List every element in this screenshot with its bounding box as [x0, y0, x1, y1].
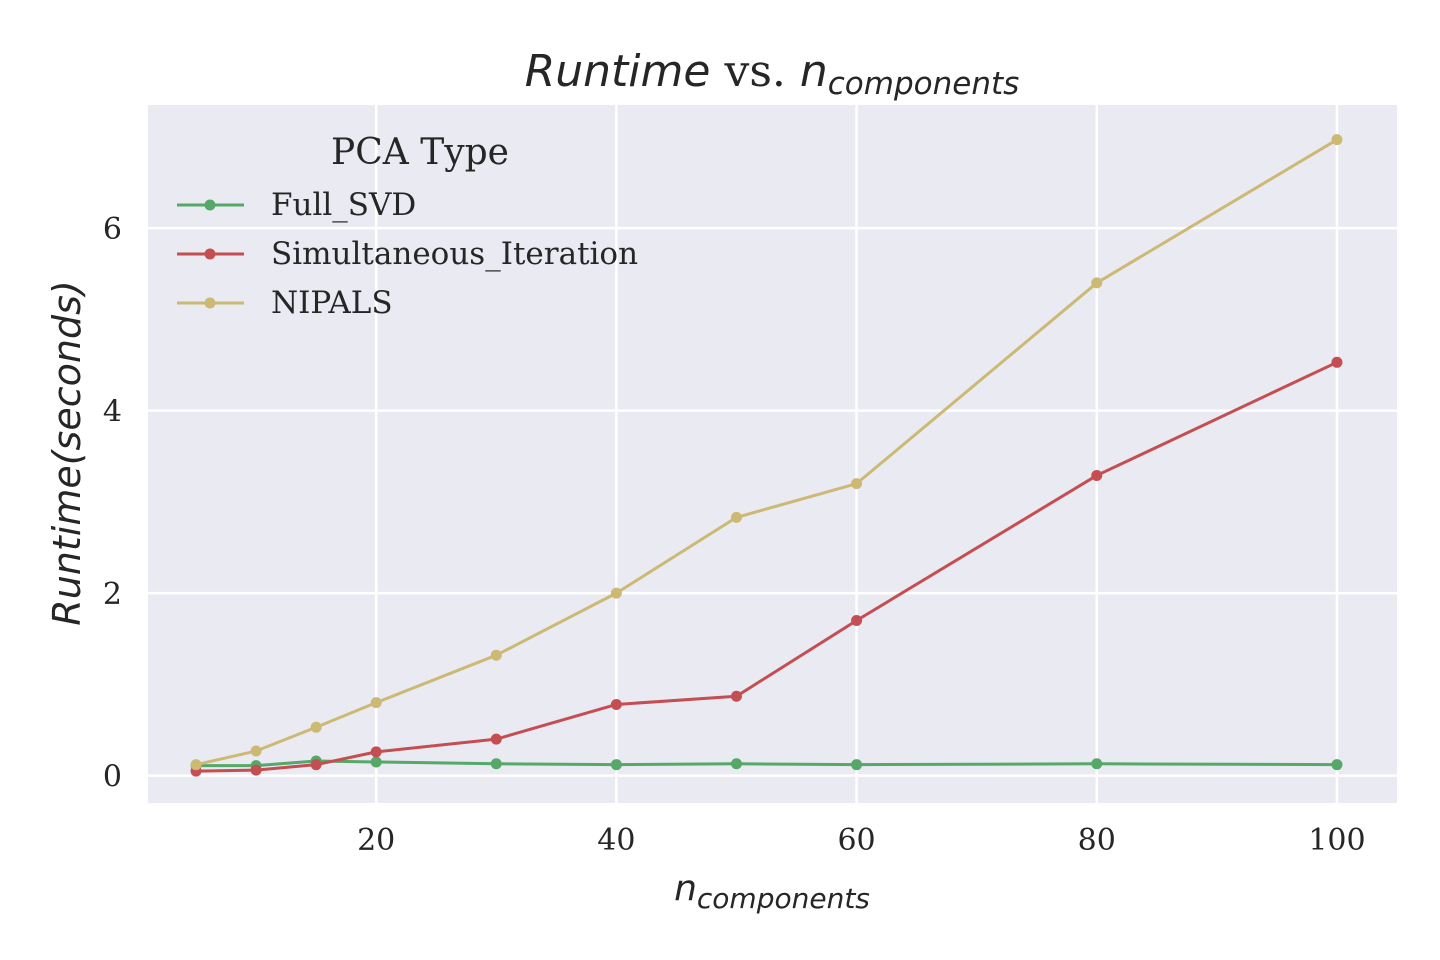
data-point — [250, 745, 262, 757]
y-tick-label: 6 — [103, 212, 122, 247]
legend-label: Full_SVD — [271, 187, 416, 223]
data-point — [851, 478, 863, 490]
data-point — [490, 649, 502, 661]
x-axis-label: ncomponents — [674, 868, 870, 915]
legend-item: NIPALS — [177, 285, 393, 321]
data-point — [1331, 134, 1343, 146]
data-point — [730, 511, 742, 523]
x-tick-label: 100 — [1308, 823, 1365, 858]
data-point — [730, 758, 742, 770]
data-point — [1091, 277, 1103, 289]
data-point — [490, 733, 502, 745]
legend-point-marker — [204, 248, 216, 260]
data-point — [610, 759, 622, 771]
data-point — [1331, 759, 1343, 771]
legend-item: Full_SVD — [177, 187, 416, 223]
series-line — [195, 138, 1338, 767]
data-point — [370, 697, 382, 709]
y-axis-label: Runtime(seconds) — [45, 280, 89, 625]
series-layer — [190, 134, 1343, 777]
data-point — [310, 721, 322, 733]
data-point — [370, 746, 382, 758]
legend-point-marker — [204, 199, 216, 211]
legend-label: NIPALS — [271, 285, 393, 321]
x-tick-label: 60 — [837, 823, 875, 858]
data-point — [1091, 758, 1103, 770]
x-tick-label: 20 — [357, 823, 395, 858]
series-nipals — [190, 134, 1343, 771]
chart-title: Runtime vs. ncomponents — [525, 46, 1020, 102]
y-tick-label: 4 — [103, 395, 122, 430]
data-point — [310, 759, 322, 771]
data-point — [370, 756, 382, 768]
legend-items: Full_SVD Simultaneous_Iteration NIPALS — [177, 187, 638, 321]
y-tick-labels: 0 2 4 6 — [103, 212, 122, 794]
data-point — [250, 764, 262, 776]
series-simultaneous-iteration — [190, 356, 1343, 777]
x-tick-labels: 20 40 60 80 100 — [357, 823, 1365, 858]
data-point — [190, 759, 202, 771]
series-line — [196, 360, 1338, 773]
data-point — [490, 758, 502, 770]
legend-title: PCA Type — [331, 132, 509, 173]
x-tick-label: 80 — [1078, 823, 1116, 858]
y-tick-label: 2 — [103, 577, 122, 612]
data-point — [610, 587, 622, 599]
data-point — [730, 690, 742, 702]
legend-point-marker — [204, 297, 216, 309]
data-point — [610, 698, 622, 710]
legend-item: Simultaneous_Iteration — [177, 236, 638, 272]
plot-area — [148, 105, 1397, 803]
series-line — [196, 759, 1337, 768]
data-point — [851, 759, 863, 771]
data-point — [1091, 469, 1103, 481]
y-tick-label: 0 — [103, 760, 122, 795]
legend-label: Simultaneous_Iteration — [271, 236, 638, 272]
data-point — [851, 615, 863, 627]
x-tick-label: 40 — [597, 823, 635, 858]
legend: PCA Type Full_SVD Simultaneous_Iteration N… — [177, 132, 638, 321]
data-point — [1331, 356, 1343, 368]
